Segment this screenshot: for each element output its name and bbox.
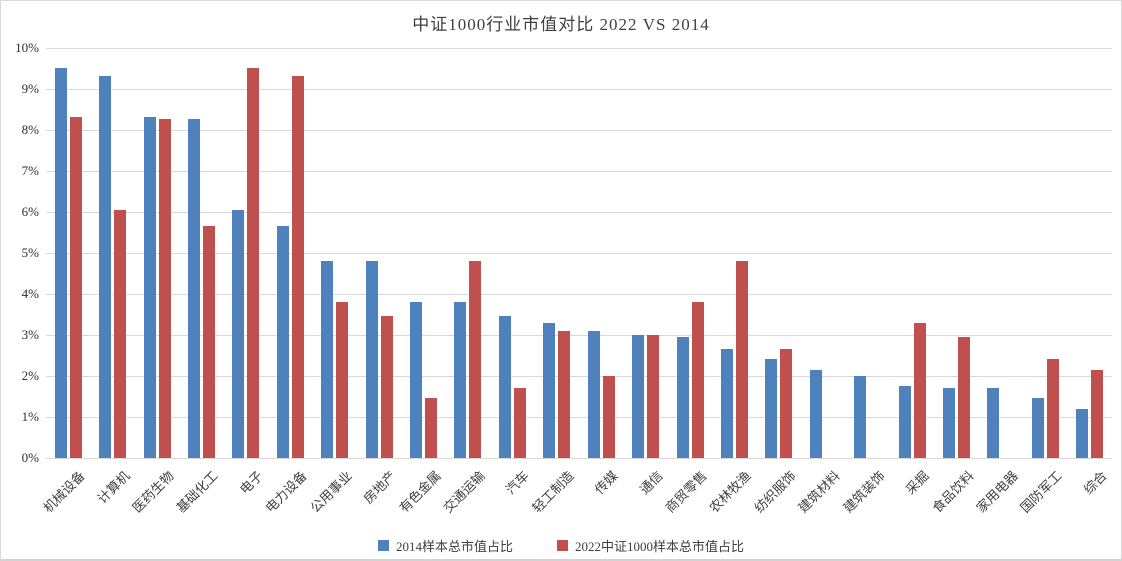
bar-2014 [676, 336, 689, 458]
bar-2022 [114, 209, 127, 458]
bar-2014 [187, 119, 200, 458]
bar-2014 [765, 359, 778, 458]
bar-2022 [247, 68, 260, 458]
bar-2014 [898, 386, 911, 458]
bar-2014 [1031, 398, 1044, 458]
bar-2022 [1046, 359, 1059, 458]
x-axis-label-text: 综合 [1080, 468, 1110, 498]
bar-2014 [543, 322, 556, 458]
gridline [46, 293, 1112, 295]
gridline [46, 334, 1112, 336]
bar-2022 [425, 398, 438, 458]
bar-2022 [691, 302, 704, 458]
bar-2014 [143, 117, 156, 458]
bar-2022 [469, 260, 482, 458]
gridline [46, 170, 1112, 172]
bar-2022 [913, 322, 926, 458]
bar-2014 [632, 334, 645, 458]
bar-2014 [498, 316, 511, 458]
bar-2022 [602, 375, 615, 458]
bar-2014 [365, 260, 378, 458]
bar-2014 [987, 388, 1000, 458]
bar-2014 [809, 369, 822, 458]
gridline [46, 458, 1112, 459]
gridline [46, 416, 1112, 418]
bar-2014 [54, 68, 67, 458]
legend-item-2022: 2022中证1000样本总市值占比 [557, 536, 744, 555]
y-axis-tick-label: 7% [21, 162, 39, 178]
y-axis-tick-label: 3% [21, 326, 39, 342]
y-axis-tick-label: 1% [21, 408, 39, 424]
y-axis-tick-label: 0% [21, 450, 39, 465]
legend-label-2022: 2022中证1000样本总市值占比 [575, 539, 745, 554]
bar-2014 [1076, 408, 1089, 458]
bar-2014 [720, 349, 733, 458]
bar-2014 [410, 302, 423, 458]
y-axis-tick-label: 8% [21, 121, 39, 137]
gridline [46, 129, 1112, 131]
legend-swatch-2022 [557, 540, 568, 551]
bar-2022 [558, 330, 571, 458]
y-axis-tick-label: 5% [21, 244, 39, 260]
chart-title: 中证1000行业市值对比 2022 VS 2014 [412, 15, 710, 34]
y-axis-tick-label: 9% [21, 80, 39, 96]
bar-2014 [854, 375, 867, 458]
bar-2022 [380, 316, 393, 458]
gridline [46, 47, 1112, 49]
bar-2014 [99, 76, 112, 458]
gridline [46, 211, 1112, 213]
gridline [46, 375, 1112, 377]
x-axis-label: 综合 [947, 466, 1110, 497]
legend: 2014样本总市值占比 2022中证1000样本总市值占比 [1, 536, 1121, 555]
bar-2014 [232, 209, 245, 458]
bar-2022 [158, 119, 171, 458]
bar-2022 [647, 334, 660, 458]
bar-2022 [1091, 369, 1104, 458]
bar-2022 [69, 117, 82, 458]
bar-2022 [336, 302, 349, 458]
y-axis-tick-label: 6% [21, 203, 39, 219]
bar-2014 [321, 260, 334, 458]
bar-2022 [513, 388, 526, 458]
legend-label-2014: 2014样本总市值占比 [395, 539, 513, 554]
bar-2022 [291, 76, 304, 458]
bar-2014 [943, 388, 956, 458]
bar-2022 [958, 336, 971, 458]
legend-swatch-2014 [377, 540, 389, 551]
y-axis-tick-label: 2% [21, 367, 39, 383]
bar-2014 [454, 302, 467, 458]
bar-2022 [780, 349, 793, 458]
gridline [46, 88, 1112, 90]
y-axis-tick-label: 4% [21, 285, 39, 301]
bar-2022 [735, 260, 748, 458]
bar-2022 [202, 226, 215, 458]
legend-item-2014: 2014样本总市值占比 [377, 536, 513, 555]
bar-2014 [276, 226, 289, 458]
y-axis-tick-label: 10% [15, 39, 39, 55]
gridline [46, 252, 1112, 254]
bar-2014 [587, 330, 600, 458]
